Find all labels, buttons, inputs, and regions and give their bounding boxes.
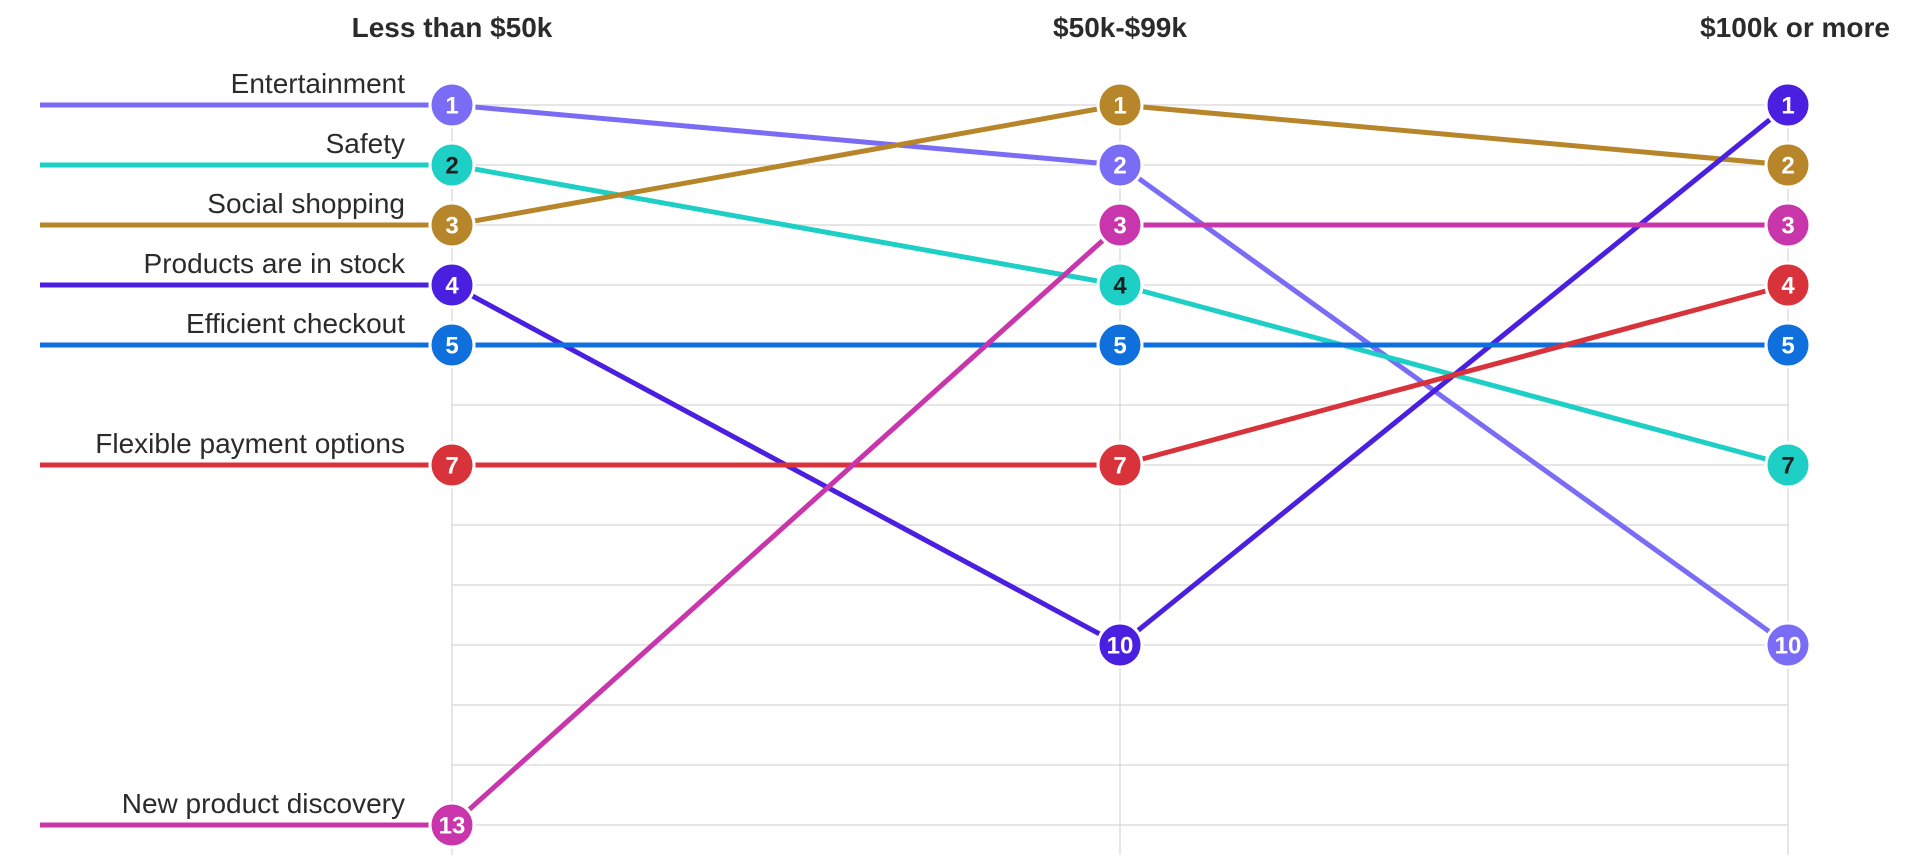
rank-value: 10 <box>1775 633 1802 660</box>
series-label-safety: Safety <box>326 128 405 159</box>
rank-dot <box>428 261 476 309</box>
rank-markers: 1 2 10 2 4 7 3 1 2 4 10 1 5 5 5 7 7 4 13 3 3 <box>428 81 1812 849</box>
rank-value: 4 <box>1113 273 1127 300</box>
rank-value: 4 <box>445 273 459 300</box>
rank-value: 1 <box>445 93 458 120</box>
rank-value: 5 <box>445 333 458 360</box>
rank-value: 3 <box>1781 213 1794 240</box>
rank-value: 13 <box>439 813 466 840</box>
rank-value: 4 <box>1781 273 1795 300</box>
rank-value: 3 <box>445 213 458 240</box>
rank-dot <box>1096 141 1144 189</box>
rank-marker-efficient-checkout-0: 5 <box>428 321 476 369</box>
rank-marker-flexible-payment-options-0: 7 <box>428 441 476 489</box>
rank-marker-flexible-payment-options-2: 4 <box>1764 261 1812 309</box>
rank-dot <box>1096 441 1144 489</box>
rank-value: 7 <box>1113 453 1126 480</box>
rank-marker-efficient-checkout-1: 5 <box>1096 321 1144 369</box>
column-headers: Less than $50k $50k-$99k $100k or more <box>352 12 1890 43</box>
rank-value: 5 <box>1781 333 1794 360</box>
rank-dot <box>428 321 476 369</box>
rank-dot <box>1096 81 1144 129</box>
rank-marker-social-shopping-0: 3 <box>428 201 476 249</box>
series-label-entertainment: Entertainment <box>231 68 406 99</box>
column-header-0: Less than $50k <box>352 12 553 43</box>
rank-marker-products-are-in-stock-1: 10 <box>1096 621 1144 669</box>
rank-value: 10 <box>1107 633 1134 660</box>
rank-marker-flexible-payment-options-1: 7 <box>1096 441 1144 489</box>
rank-dot <box>1764 81 1812 129</box>
rank-value: 1 <box>1781 93 1794 120</box>
rank-value: 2 <box>1113 153 1126 180</box>
rank-marker-safety-0: 2 <box>428 141 476 189</box>
series-labels: Entertainment Safety Social shopping Produc… <box>95 68 406 819</box>
column-header-1: $50k-$99k <box>1053 12 1187 43</box>
rank-dot <box>428 201 476 249</box>
rank-dot <box>1096 621 1144 669</box>
rank-marker-new-product-discovery-0: 13 <box>428 801 476 849</box>
rank-marker-products-are-in-stock-0: 4 <box>428 261 476 309</box>
rank-marker-new-product-discovery-2: 3 <box>1764 201 1812 249</box>
rank-dot <box>428 141 476 189</box>
series-label-social-shopping: Social shopping <box>207 188 405 219</box>
rank-marker-social-shopping-2: 2 <box>1764 141 1812 189</box>
rank-dot <box>428 441 476 489</box>
rank-value: 7 <box>1781 453 1794 480</box>
rank-marker-safety-1: 4 <box>1096 261 1144 309</box>
rank-marker-entertainment-0: 1 <box>428 81 476 129</box>
rank-marker-entertainment-1: 2 <box>1096 141 1144 189</box>
rank-dot <box>1764 201 1812 249</box>
column-header-2: $100k or more <box>1700 12 1890 43</box>
rank-marker-efficient-checkout-2: 5 <box>1764 321 1812 369</box>
rank-dot <box>1764 141 1812 189</box>
rank-dot <box>1096 261 1144 309</box>
rank-value: 5 <box>1113 333 1126 360</box>
rank-dot <box>1096 201 1144 249</box>
rank-dot <box>1764 261 1812 309</box>
series-label-new-product-discovery: New product discovery <box>122 788 405 819</box>
rank-value: 3 <box>1113 213 1126 240</box>
rank-value: 7 <box>445 453 458 480</box>
rank-marker-safety-2: 7 <box>1764 441 1812 489</box>
rank-dot <box>1764 441 1812 489</box>
series-label-efficient-checkout: Efficient checkout <box>186 308 405 339</box>
rank-marker-social-shopping-1: 1 <box>1096 81 1144 129</box>
rank-marker-entertainment-2: 10 <box>1764 621 1812 669</box>
rank-dot <box>1096 321 1144 369</box>
rank-value: 2 <box>1781 153 1794 180</box>
rank-dot <box>428 801 476 849</box>
series-label-products-are-in-stock: Products are in stock <box>144 248 406 279</box>
rank-value: 1 <box>1113 93 1126 120</box>
series-label-flexible-payment-options: Flexible payment options <box>95 428 405 459</box>
rank-dot <box>1764 321 1812 369</box>
rank-value: 2 <box>445 153 458 180</box>
rank-dot <box>1764 621 1812 669</box>
rank-marker-products-are-in-stock-2: 1 <box>1764 81 1812 129</box>
rank-marker-new-product-discovery-1: 3 <box>1096 201 1144 249</box>
rank-dot <box>428 81 476 129</box>
